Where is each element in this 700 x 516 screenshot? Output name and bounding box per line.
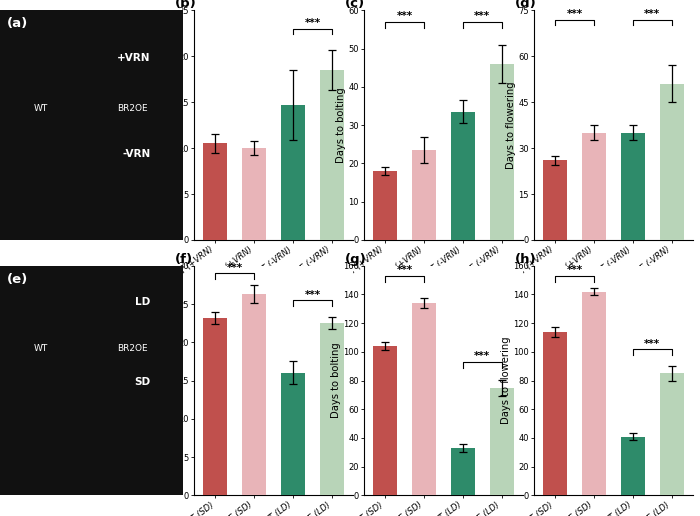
Text: ***: ***	[566, 9, 582, 19]
Bar	[412, 150, 436, 240]
Bar	[451, 112, 475, 240]
Bar	[490, 64, 514, 240]
Text: WT: WT	[33, 344, 48, 353]
Bar	[582, 292, 606, 495]
Text: BR2OE: BR2OE	[117, 344, 148, 353]
Text: ***: ***	[396, 11, 412, 21]
Bar	[320, 70, 344, 240]
Text: ***: ***	[396, 265, 412, 276]
Text: ***: ***	[304, 18, 321, 28]
Bar	[242, 294, 266, 495]
Bar	[582, 133, 606, 240]
Text: (d): (d)	[514, 0, 536, 10]
Text: SD: SD	[134, 377, 150, 387]
Y-axis label: Rosette leaf number: Rosette leaf number	[167, 330, 176, 431]
Text: +VRN: +VRN	[117, 53, 150, 63]
Text: ***: ***	[644, 9, 660, 19]
Text: WT: WT	[33, 104, 48, 114]
Bar	[281, 373, 305, 495]
Text: (a): (a)	[7, 17, 29, 30]
Text: (g): (g)	[344, 253, 366, 266]
Text: ***: ***	[644, 338, 660, 348]
Text: (b): (b)	[175, 0, 197, 10]
Bar	[659, 374, 684, 495]
Text: (h): (h)	[514, 253, 536, 266]
Bar	[621, 133, 645, 240]
Bar	[373, 171, 397, 240]
Text: ***: ***	[304, 289, 321, 300]
Bar	[621, 437, 645, 495]
Text: ***: ***	[566, 265, 582, 276]
Y-axis label: Days to flowering: Days to flowering	[506, 82, 516, 169]
Bar	[203, 318, 228, 495]
Text: ***: ***	[227, 263, 243, 273]
Bar	[373, 346, 397, 495]
Y-axis label: Rosette leaf number: Rosette leaf number	[167, 74, 176, 176]
Text: (c): (c)	[344, 0, 365, 10]
Text: LD: LD	[135, 297, 150, 307]
Bar	[659, 84, 684, 240]
Bar	[451, 448, 475, 495]
Text: ***: ***	[475, 11, 491, 21]
Bar	[412, 303, 436, 495]
Bar	[543, 332, 567, 495]
Text: (e): (e)	[7, 272, 29, 286]
Bar	[203, 143, 228, 240]
Y-axis label: Days to bolting: Days to bolting	[336, 87, 346, 163]
Bar	[543, 160, 567, 240]
Text: BR2OE: BR2OE	[117, 104, 148, 114]
Bar	[490, 388, 514, 495]
Y-axis label: Days to bolting: Days to bolting	[331, 343, 341, 418]
Bar	[320, 323, 344, 495]
Text: -VRN: -VRN	[122, 149, 150, 159]
Text: (f): (f)	[175, 253, 193, 266]
Bar	[281, 105, 305, 240]
Text: ***: ***	[475, 351, 491, 361]
Bar	[242, 148, 266, 240]
Y-axis label: Days to flowering: Days to flowering	[500, 337, 511, 424]
